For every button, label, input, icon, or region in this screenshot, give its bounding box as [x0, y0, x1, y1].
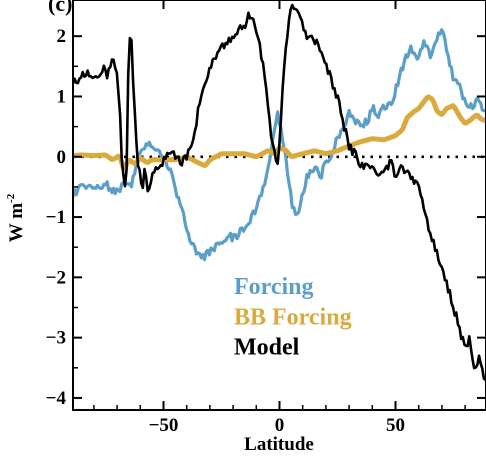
series-line-model	[73, 3, 486, 382]
legend-entry-model: Model	[234, 335, 300, 361]
y-tick-label: −4	[46, 388, 67, 409]
x-axis-label: Latitude	[244, 434, 314, 455]
y-axis-label-main: W m	[6, 203, 27, 242]
legend: Forcing BB Forcing Model	[234, 274, 352, 360]
panel-label: (c)	[48, 0, 72, 16]
y-axis-label: W m-2	[5, 193, 27, 242]
legend-entry-forcing: Forcing	[234, 274, 314, 300]
y-axis-ticks: −4 −3 −2 −1 0 1 2	[46, 26, 486, 409]
y-tick-label: 0	[57, 147, 67, 168]
y-tick-label: −2	[46, 267, 66, 288]
series-layer	[73, 3, 486, 382]
y-tick-label: −1	[46, 207, 66, 228]
x-tick-label: −50	[149, 415, 179, 436]
x-axis-ticks: −50 0 50	[93, 0, 466, 436]
y-axis-label-superscript: -2	[5, 193, 17, 203]
series-line-forcing	[73, 28, 486, 262]
y-tick-label: 2	[57, 26, 67, 47]
y-tick-label: −3	[46, 328, 66, 349]
x-tick-label: 50	[386, 415, 405, 436]
legend-entry-bb-forcing: BB Forcing	[234, 304, 352, 330]
x-tick-label: 0	[275, 415, 285, 436]
y-tick-label: 1	[57, 86, 67, 107]
